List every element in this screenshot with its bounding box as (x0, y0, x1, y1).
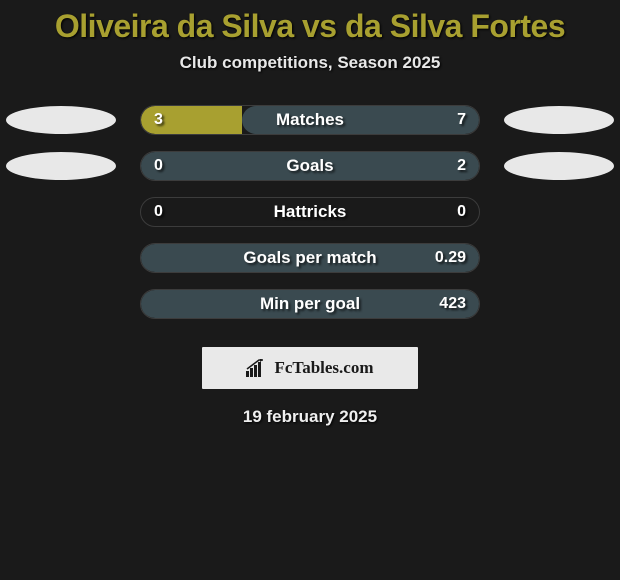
player-right-marker (504, 106, 614, 134)
subtitle: Club competitions, Season 2025 (0, 53, 620, 73)
chart-icon (246, 359, 268, 377)
player-left-marker (6, 106, 116, 134)
player-left-marker (6, 152, 116, 180)
player-right-marker (504, 152, 614, 180)
stat-value-left: 0 (140, 151, 177, 181)
page-title: Oliveira da Silva vs da Silva Fortes (0, 8, 620, 45)
stat-value-right: 0 (443, 197, 480, 227)
stat-value-right: 0.29 (421, 243, 480, 273)
stat-row: Min per goal423 (0, 289, 620, 335)
stat-row: Goals0 2 (0, 151, 620, 197)
stat-bar: Goals (140, 151, 480, 181)
stat-value-right: 2 (443, 151, 480, 181)
stat-row: Hattricks0 0 (0, 197, 620, 243)
stat-rows: Matches37Goals02Hattricks00Goals per mat… (0, 105, 620, 335)
comparison-card: Oliveira da Silva vs da Silva Fortes Clu… (0, 0, 620, 427)
stat-value-left: 0 (140, 197, 177, 227)
stat-row: Matches3 7 (0, 105, 620, 151)
stat-row: Goals per match0.29 (0, 243, 620, 289)
bar-right-fill (141, 152, 479, 180)
brand-badge[interactable]: FcTables.com (202, 347, 418, 389)
stat-value-right: 423 (425, 289, 480, 319)
date-text: 19 february 2025 (0, 407, 620, 427)
stat-value-left (140, 243, 168, 273)
stat-value-right: 7 (443, 105, 480, 135)
stat-value-left (140, 289, 168, 319)
stat-value-left: 3 (140, 105, 177, 135)
brand-text: FcTables.com (274, 358, 373, 378)
stat-bar: Hattricks (140, 197, 480, 227)
stat-label: Hattricks (141, 198, 479, 226)
stat-bar: Matches (140, 105, 480, 135)
